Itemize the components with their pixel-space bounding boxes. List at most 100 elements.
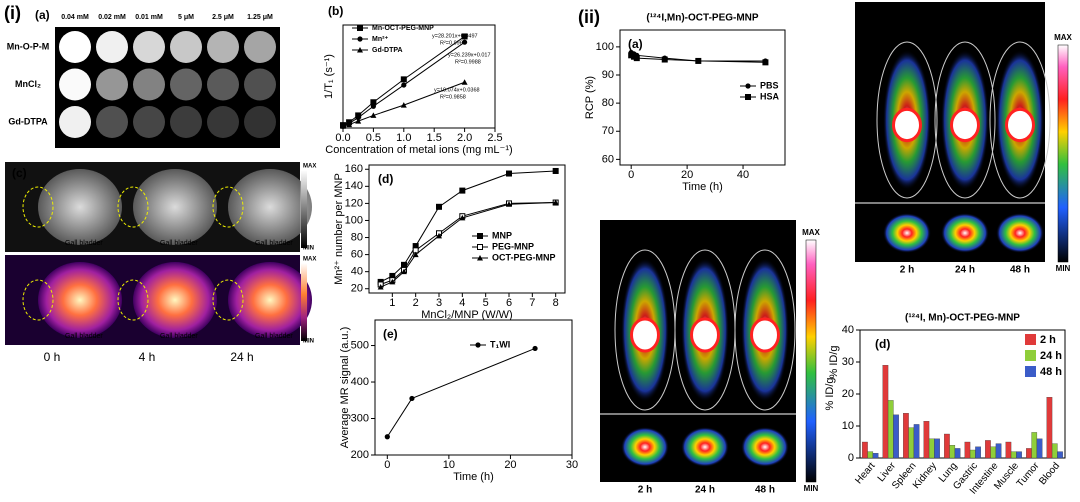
column-label: 0.02 mM <box>98 14 126 21</box>
scale-label: MAX <box>802 228 820 237</box>
liver-signal <box>892 107 922 143</box>
row-label: Gd-DTPA <box>8 116 48 126</box>
row-label: Mn-O-P-M <box>7 41 50 51</box>
mri-body <box>133 262 217 338</box>
x-tick-label: 1.5 <box>427 132 442 144</box>
y-tick-label: 40 <box>351 266 363 278</box>
y-tick-label: 60 <box>351 249 363 261</box>
marker <box>532 345 538 352</box>
x-tick-label: 5 <box>483 297 489 309</box>
gall-bladder-outline <box>117 279 149 321</box>
legend-swatch <box>1025 350 1036 361</box>
x-tick-label: Blood <box>1037 461 1062 488</box>
x-axis-label: Time (h) <box>682 181 723 193</box>
time-label: 24 h <box>230 350 253 364</box>
x-tick-label: 8 <box>553 297 559 309</box>
phantom-well <box>244 106 276 138</box>
bar <box>1005 441 1012 459</box>
column-label: 1.25 μM <box>247 14 273 21</box>
y-tick-label: 10 <box>842 420 854 432</box>
annotation: Gall bladder <box>65 333 103 340</box>
gall-bladder-outline <box>117 186 149 228</box>
marker <box>552 167 559 174</box>
bar <box>990 446 997 459</box>
marker <box>340 123 346 129</box>
chart-title: (¹²⁴I, Mn)-OCT-PEG-MNP <box>905 313 1020 324</box>
column-label: 5 μM <box>178 14 194 21</box>
bar <box>887 400 894 459</box>
marker <box>355 115 361 121</box>
gall-bladder-outline <box>212 279 244 321</box>
marker <box>661 56 668 63</box>
legend-label: OCT-PEG-MNP <box>492 252 556 262</box>
mouse-outline <box>876 41 938 199</box>
legend-label: MNP <box>492 230 512 240</box>
panel-label: (a) <box>628 37 643 51</box>
phantom-well <box>207 31 239 63</box>
mri-body <box>228 169 312 245</box>
bar <box>908 427 915 459</box>
panel-label: (d) <box>378 172 393 186</box>
scale-label: MIN <box>804 484 819 493</box>
bar <box>1057 451 1063 459</box>
legend-marker <box>477 244 483 250</box>
annotation: Gall bladder <box>160 240 198 247</box>
marker <box>370 112 377 118</box>
scale-label: MAX <box>1054 33 1072 42</box>
phantom-well <box>59 106 91 138</box>
phantom-well <box>170 68 202 101</box>
y-axis-label: Mn²⁺ number per MNP <box>333 173 345 285</box>
annotation: Gall bladder <box>65 240 103 247</box>
bar <box>969 449 976 459</box>
x-tick-label: 7 <box>529 297 535 309</box>
column-label: 0.01 mM <box>135 14 163 21</box>
annotation: R²=0.9858 <box>440 94 466 100</box>
marker <box>355 118 362 124</box>
panel-label: (d) <box>875 337 890 351</box>
x-axis-label: Concentration of metal ions (mg mL⁻¹) <box>325 144 512 156</box>
phantom-well <box>133 106 165 138</box>
marker <box>459 187 466 194</box>
phantom-well <box>96 31 128 63</box>
y-tick-label: 100 <box>345 214 363 226</box>
bar <box>903 413 909 459</box>
marker <box>389 278 396 285</box>
x-tick-label: 0.5 <box>366 132 381 144</box>
bar <box>964 441 971 459</box>
y-tick-label: 40 <box>842 324 854 336</box>
panel-label: (e) <box>383 327 398 341</box>
bar <box>985 440 991 459</box>
bar <box>995 443 1002 459</box>
x-tick-label: 30 <box>566 459 578 471</box>
y-axis-label: RCP (%) <box>584 76 596 119</box>
row-label: MnCl₂ <box>15 79 41 89</box>
annotation: R²=0.9988 <box>455 59 481 65</box>
colorbar <box>301 170 307 248</box>
gall-bladder-outline <box>212 186 244 228</box>
x-tick-label: 1 <box>389 297 395 309</box>
pet-title: Micro-PET <box>920 4 980 18</box>
x-tick-label: 4 <box>459 297 465 309</box>
bar <box>867 451 874 459</box>
x-tick-label: 0 <box>384 459 390 471</box>
y-tick-label: 80 <box>602 97 614 109</box>
legend-marker <box>357 47 363 53</box>
x-tick-label: 2.0 <box>457 132 472 144</box>
time-label: 48 h <box>1010 265 1030 276</box>
y-tick-label: 140 <box>345 180 363 192</box>
y-tick-label: 160 <box>345 163 363 175</box>
x-tick-label: Heart <box>853 460 877 486</box>
legend-label: Mn²⁺ <box>372 36 388 43</box>
x-tick-label: 2.5 <box>487 132 502 144</box>
y-tick-label: 120 <box>345 197 363 209</box>
bar <box>872 453 879 459</box>
bar <box>882 365 889 459</box>
legend-swatch <box>1025 334 1036 345</box>
marker <box>459 214 466 221</box>
legend-marker <box>477 255 483 261</box>
liver-signal <box>1005 107 1035 143</box>
tumor-signal <box>621 427 669 467</box>
marker <box>401 268 407 275</box>
x-tick-label: 0 <box>628 169 634 181</box>
